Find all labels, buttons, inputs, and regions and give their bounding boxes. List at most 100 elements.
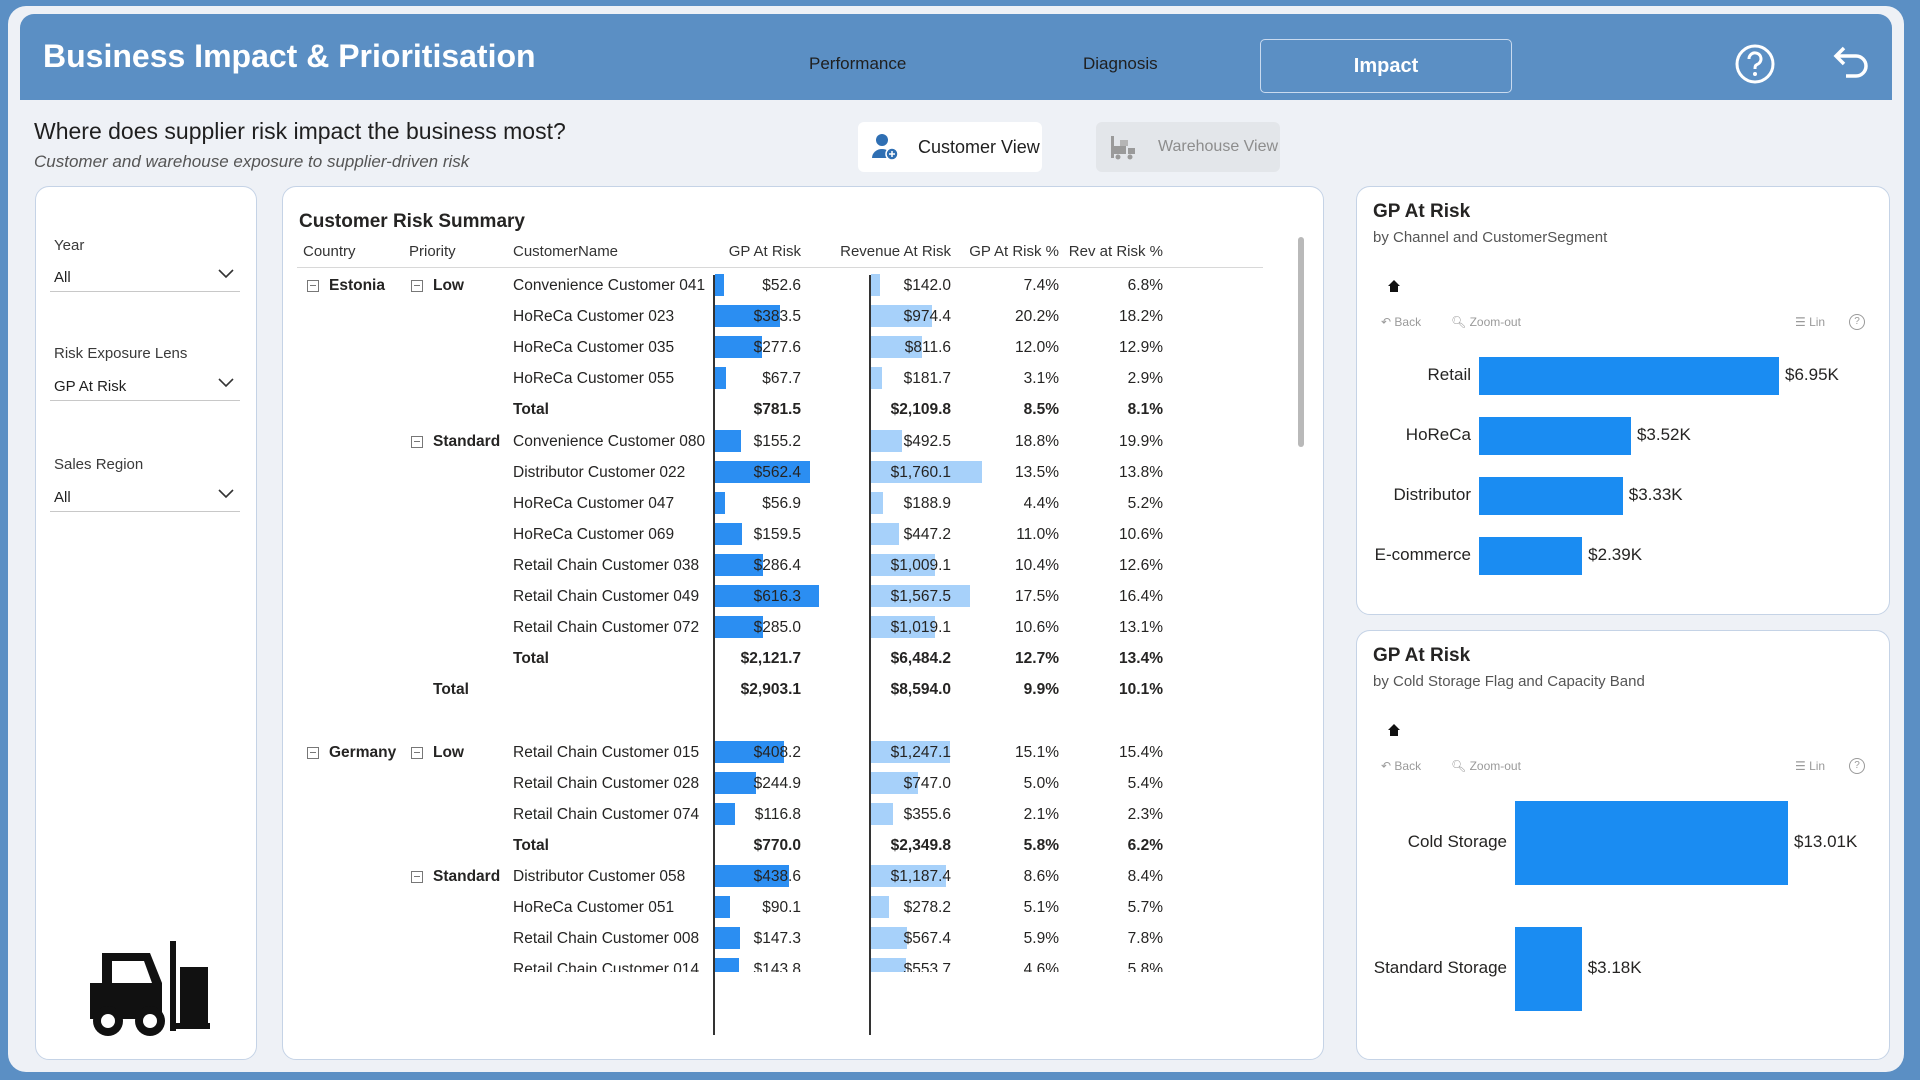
gp-at-risk-cell: $155.2 <box>753 432 801 450</box>
chart1-zoom-out-button[interactable]: 🔍︎ Zoom-out <box>1451 315 1521 329</box>
data-label: $3.18K <box>1587 958 1642 977</box>
data-label: $3.52K <box>1636 425 1691 444</box>
gp-at-risk-pct-cell: 5.1% <box>1023 899 1059 916</box>
customer-name-cell: Retail Chain Customer 038 <box>513 556 700 574</box>
revenue-at-risk-bar <box>871 367 883 390</box>
bar-standard-storage[interactable] <box>1515 927 1582 1011</box>
col-revenue-at-risk[interactable]: Revenue At Risk <box>840 243 951 260</box>
bar-e-commerce[interactable] <box>1479 537 1583 575</box>
revenue-at-risk-bar <box>871 802 894 825</box>
bar-retail[interactable] <box>1479 357 1779 395</box>
category-label: HoReCa <box>1405 425 1471 444</box>
chart2-plot: Cold Storage $13.01K Standard Storage $3.18… <box>1357 631 1889 1059</box>
table-row: Retail Chain Customer 038 $286.4 $1,009.1 1… <box>283 550 1283 581</box>
data-label: $13.01K <box>1794 832 1858 851</box>
back-arrow-icon[interactable] <box>1828 42 1872 86</box>
country-total-row: Total $2,903.1 $8,594.0 9.9% 10.1% <box>283 674 1283 705</box>
gp-at-risk-bar <box>715 616 764 639</box>
gp-at-risk-cell: $277.6 <box>753 339 801 357</box>
revenue-at-risk-cell: $492.5 <box>903 432 951 450</box>
revenue-at-risk-cell: $2,349.8 <box>890 836 951 854</box>
customer-view-button[interactable]: Customer View <box>858 122 1042 172</box>
collapse-priority-icon[interactable] <box>411 746 423 759</box>
home-icon[interactable] <box>1387 279 1401 293</box>
warehouse-view-button[interactable]: Warehouse View <box>1096 122 1280 172</box>
bar-distributor[interactable] <box>1479 477 1623 515</box>
region-value: All <box>54 489 71 506</box>
gp-at-risk-cell: $67.7 <box>762 370 801 388</box>
chart1-plot: Retail $6.95K HoReCa $3.52K Distributor $3.33… <box>1357 187 1889 614</box>
gp-by-channel-chart: GP At Risk by Channel and CustomerSegmen… <box>1356 186 1890 615</box>
help-icon[interactable] <box>1733 42 1777 86</box>
gp-at-risk-pct-cell: 4.6% <box>1023 961 1059 972</box>
revenue-at-risk-cell: $181.7 <box>903 370 951 388</box>
collapse-priority-icon[interactable] <box>411 435 423 448</box>
bar-cold-storage[interactable] <box>1515 801 1788 885</box>
chart2-zoom-out-button[interactable]: 🔍︎ Zoom-out <box>1451 759 1521 773</box>
header-divider <box>297 267 1263 268</box>
nav-diagnosis[interactable]: Diagnosis <box>1083 54 1158 73</box>
revenue-at-risk-cell: $1,009.1 <box>890 556 951 574</box>
gp-at-risk-pct-cell: 11.0% <box>1016 525 1059 543</box>
chart1-back-button[interactable]: ↶ Back <box>1381 315 1422 329</box>
revenue-at-risk-bar <box>871 864 946 887</box>
chart2-lin-toggle[interactable]: ☰ Lin <box>1795 759 1826 773</box>
collapse-country-icon[interactable] <box>307 280 319 292</box>
revenue-at-risk-bar <box>871 522 900 545</box>
nav-performance[interactable]: Performance <box>809 54 907 73</box>
chart1-lin-toggle[interactable]: ☰ Lin <box>1795 315 1826 329</box>
rev-at-risk-pct-cell: 13.1% <box>1119 619 1163 637</box>
subtotal-row: Total $770.0 $2,349.8 5.8% 6.2% <box>283 830 1283 861</box>
collapse-priority-icon[interactable] <box>411 280 423 292</box>
year-dropdown[interactable]: All <box>50 261 240 292</box>
nav-impact[interactable]: Impact <box>1260 39 1512 93</box>
rev-at-risk-pct-cell: 6.8% <box>1127 277 1163 294</box>
filter-panel: Year All Risk Exposure Lens GP At Risk S… <box>35 186 257 1060</box>
forklift-icon <box>90 941 210 1036</box>
rev-at-risk-pct-cell: 15.4% <box>1119 743 1163 761</box>
revenue-at-risk-cell: $447.2 <box>903 525 951 543</box>
rev-at-risk-pct-cell: 10.6% <box>1119 525 1163 543</box>
chart2-help-icon[interactable]: ? <box>1849 758 1865 774</box>
table-row: Retail Chain Customer 008 $147.3 $567.4 5.9… <box>283 923 1283 954</box>
gp-at-risk-pct-cell: 10.6% <box>1015 619 1059 637</box>
customer-name-cell: Distributor Customer 058 <box>513 867 686 885</box>
revenue-at-risk-bar <box>871 927 907 950</box>
rev-at-risk-pct-cell: 12.9% <box>1119 339 1163 357</box>
data-label: $2.39K <box>1588 545 1643 564</box>
table-row: Retail Chain Customer 072 $285.0 $1,019.1 1… <box>283 612 1283 643</box>
table-scrollbar[interactable] <box>1298 237 1304 447</box>
revenue-at-risk-cell: $8,594.0 <box>890 681 951 699</box>
col-gp-at-risk-pct[interactable]: GP At Risk % <box>969 243 1059 260</box>
home-icon[interactable] <box>1387 723 1401 737</box>
gp-at-risk-bar <box>715 958 740 972</box>
lens-dropdown[interactable]: GP At Risk <box>50 370 240 401</box>
revenue-at-risk-cell: $278.2 <box>903 899 951 916</box>
customer-name-cell: HoReCa Customer 035 <box>513 339 675 357</box>
collapse-country-icon[interactable] <box>307 746 319 759</box>
gp-at-risk-pct-cell: 7.4% <box>1023 277 1059 294</box>
chart1-help-icon[interactable]: ? <box>1849 314 1865 330</box>
region-dropdown[interactable]: All <box>50 481 240 512</box>
bar-horeca[interactable] <box>1479 417 1631 455</box>
chart2-back-button[interactable]: ↶ Back <box>1381 759 1422 773</box>
col-customer-name[interactable]: CustomerName <box>513 243 619 260</box>
header-bar: Business Impact & Prioritisation Perform… <box>20 14 1892 100</box>
revenue-at-risk-bar <box>871 585 970 607</box>
customer-name-cell: Retail Chain Customer 049 <box>513 588 700 605</box>
chart1-subtitle: by Channel and CustomerSegment <box>1373 229 1608 246</box>
table-row: HoReCa Customer 035 $277.6 $811.6 12.0% 12.9… <box>283 332 1283 363</box>
col-gp-at-risk[interactable]: GP At Risk <box>728 243 801 260</box>
table-row: Distributor Customer 022 $562.4 $1,760.1 13… <box>283 457 1283 488</box>
col-priority[interactable]: Priority <box>409 243 456 260</box>
year-value: All <box>54 269 71 286</box>
collapse-priority-icon[interactable] <box>411 870 423 883</box>
gp-at-risk-cell: $147.3 <box>753 930 801 948</box>
page-question: Where does supplier risk impact the busi… <box>34 118 566 144</box>
gp-at-risk-bar <box>715 740 784 763</box>
col-rev-at-risk-pct[interactable]: Rev at Risk % <box>1068 243 1163 260</box>
col-country[interactable]: Country <box>303 243 356 260</box>
customer-icon <box>872 134 899 161</box>
revenue-at-risk-cell: $1,019.1 <box>890 619 951 637</box>
category-label: Distributor <box>1393 485 1471 504</box>
